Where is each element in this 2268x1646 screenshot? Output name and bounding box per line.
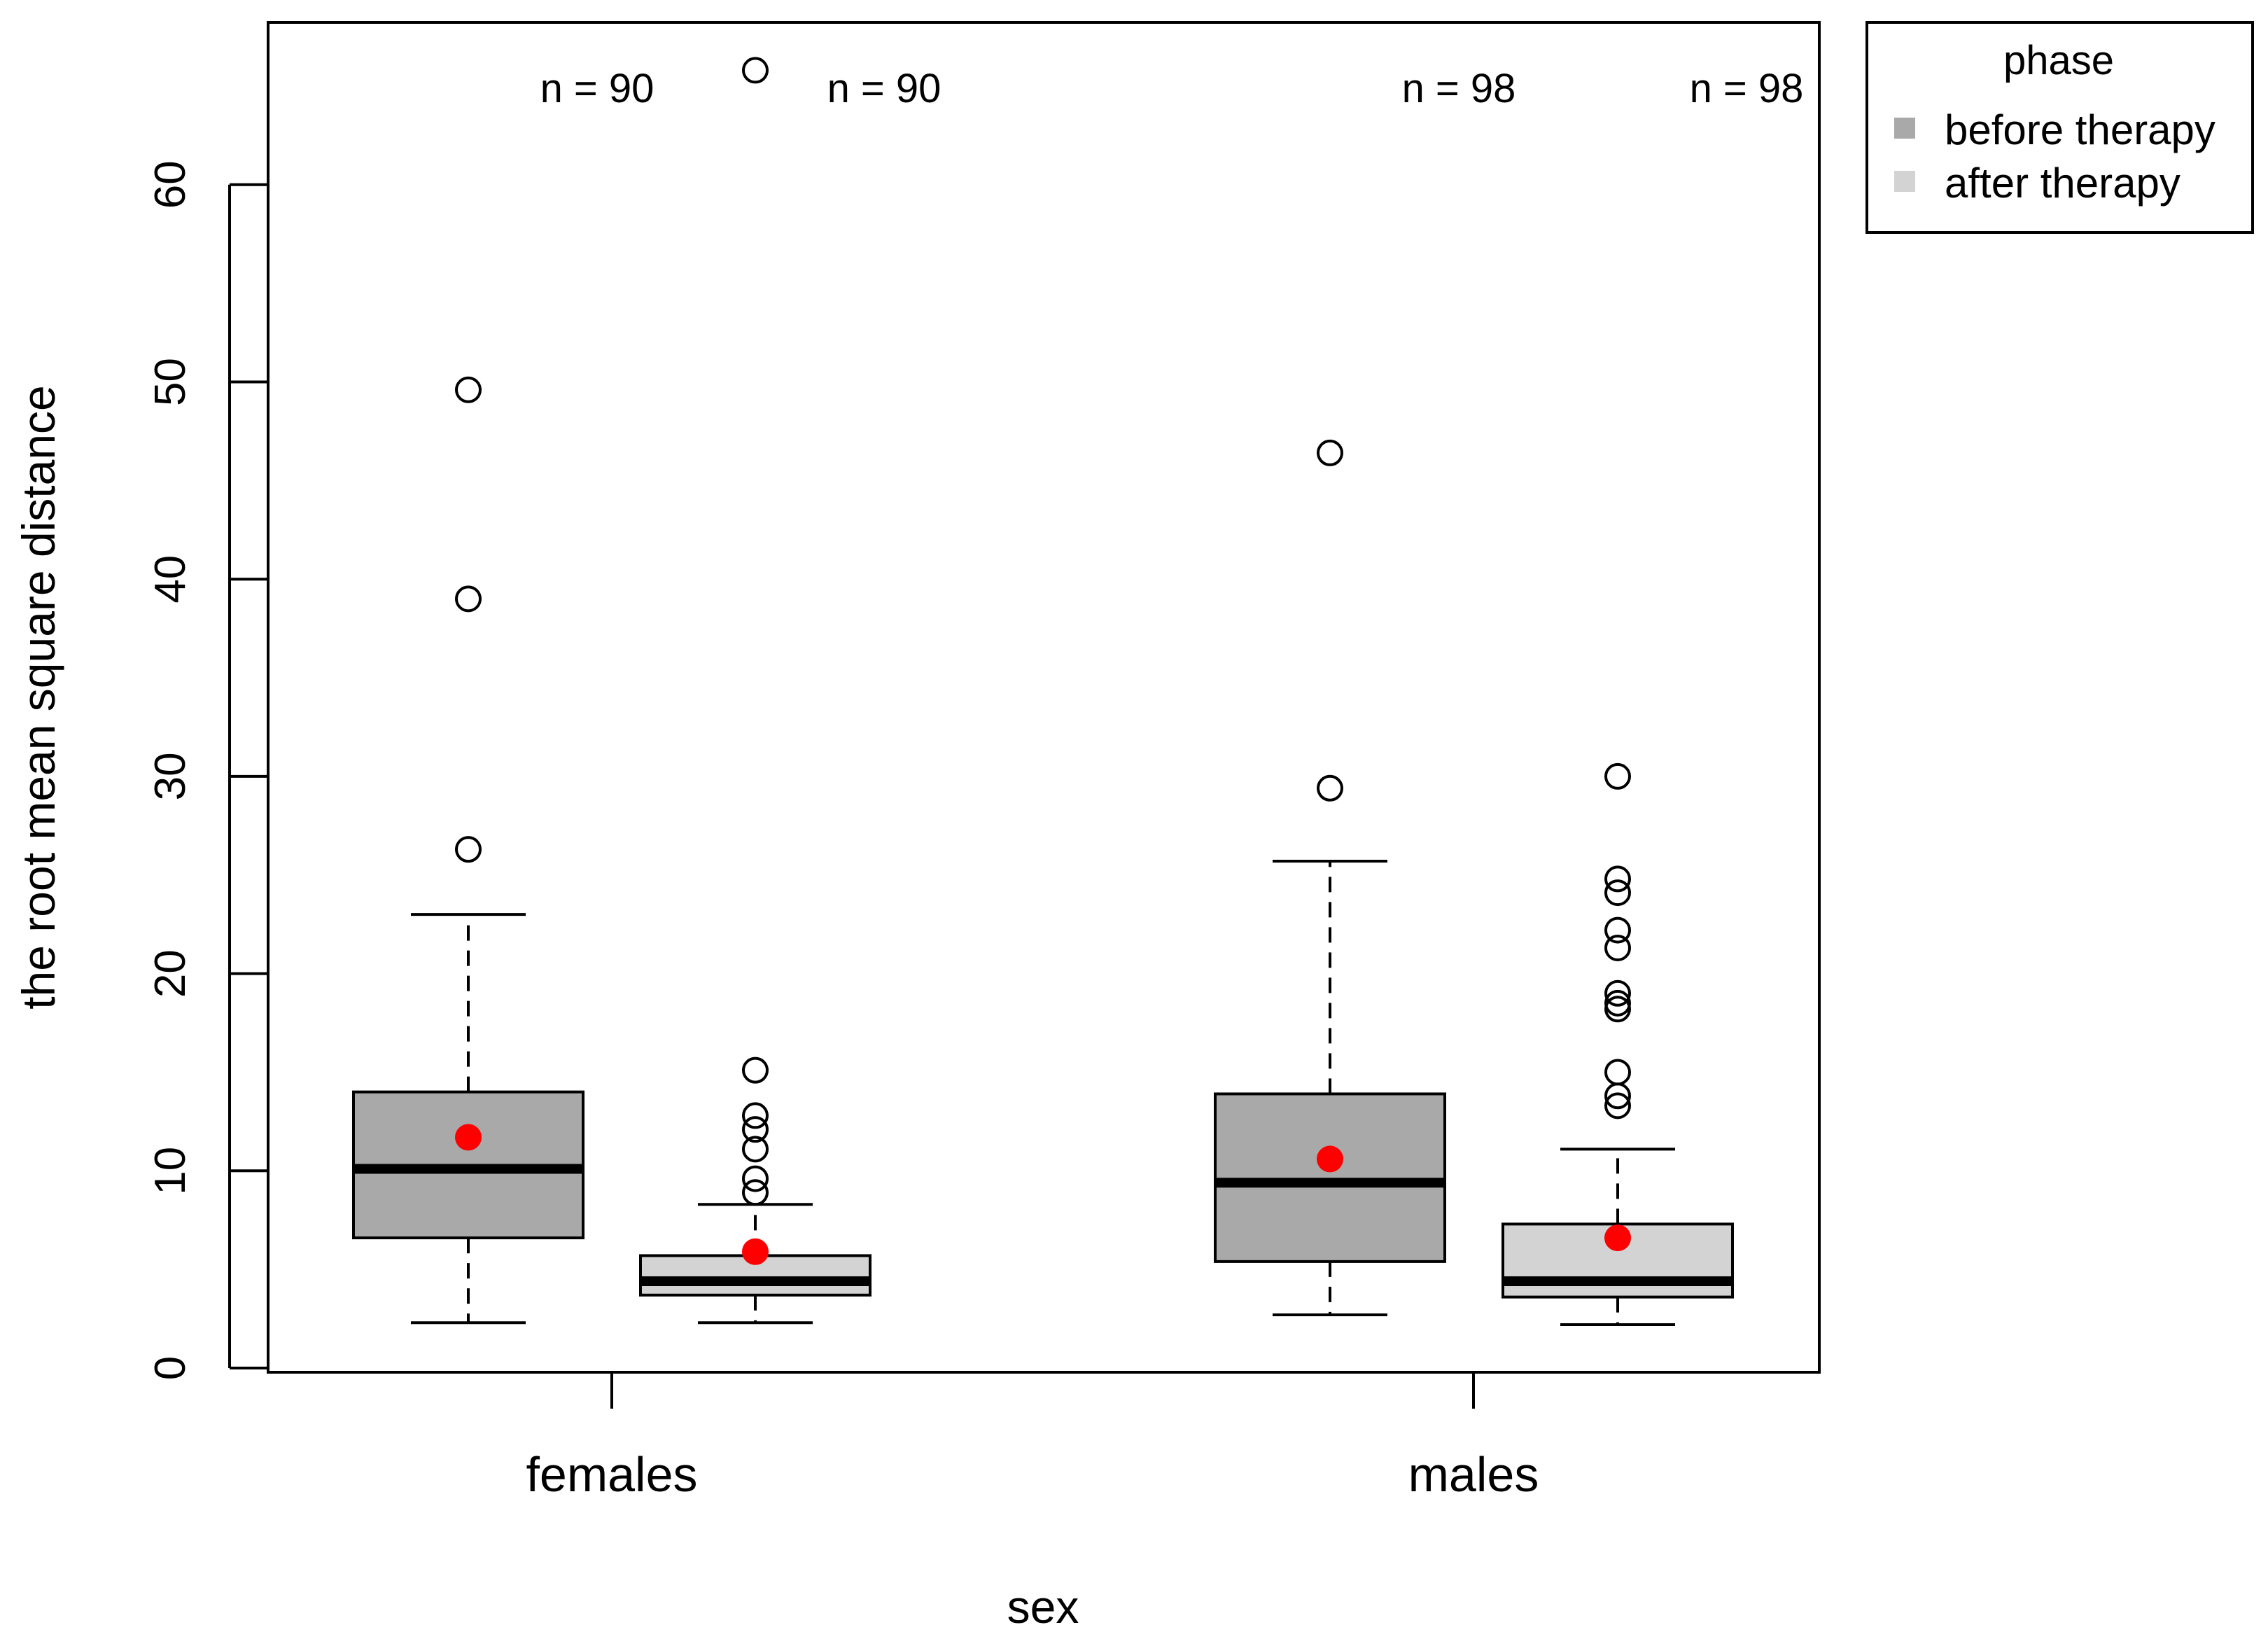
outlier-point <box>1604 979 1631 1007</box>
box-group-males-after <box>1502 762 1734 1327</box>
x-axis: females males <box>526 1372 1539 1502</box>
outlier-point <box>1604 1059 1631 1086</box>
outlier-point <box>455 585 482 613</box>
mean-point <box>1604 1225 1631 1252</box>
n-label: n = 98 <box>1690 66 1804 111</box>
outlier-point <box>1604 934 1631 961</box>
y-axis-title: the root mean square distance <box>13 385 64 1010</box>
iqr-box <box>1214 1092 1446 1263</box>
outlier-point <box>455 836 482 863</box>
outlier-point <box>1604 762 1631 790</box>
n-label: n = 98 <box>1402 66 1516 111</box>
y-axis: 0 10 20 30 40 50 60 <box>146 160 268 1380</box>
x-tick-label: males <box>1408 1447 1539 1502</box>
y-tick-label: 50 <box>146 358 195 406</box>
legend-label-after: after therapy <box>1945 160 2180 207</box>
outlier-point <box>1317 439 1343 466</box>
legend-swatch-after <box>1894 171 1915 192</box>
legend-title: phase <box>2003 38 2114 83</box>
outlier-point <box>1604 989 1631 1017</box>
n-label: n = 90 <box>540 66 654 111</box>
outlier-point <box>742 1056 769 1084</box>
plot-frame <box>267 21 1821 1374</box>
box-group-females-after <box>639 57 872 1325</box>
mean-point <box>455 1124 482 1151</box>
legend-swatch-before <box>1894 118 1915 139</box>
x-axis-title: sex <box>1007 1581 1079 1633</box>
mean-point <box>1317 1145 1343 1173</box>
outlier-point <box>455 376 482 403</box>
outlier-point <box>742 1102 769 1129</box>
box-group-males-before <box>1214 439 1446 1316</box>
outlier-point <box>742 1179 769 1206</box>
outlier-point <box>742 1116 769 1143</box>
outlier-point <box>1604 916 1631 944</box>
legend: phase before therapy after therapy <box>1865 21 2254 234</box>
y-tick-label: 20 <box>146 949 195 998</box>
legend-box <box>1865 21 2254 234</box>
y-tick-label: 30 <box>146 752 195 800</box>
y-tick-label: 10 <box>146 1147 195 1195</box>
box-group-females-before <box>352 376 584 1325</box>
n-label: n = 90 <box>827 66 941 111</box>
outlier-point <box>1604 865 1631 893</box>
mean-point <box>742 1238 769 1265</box>
y-tick-label: 0 <box>146 1356 195 1380</box>
sample-size-labels: n = 90 n = 90 n = 98 n = 98 <box>540 66 1804 111</box>
x-tick-label: females <box>526 1447 697 1502</box>
legend-label-before: before therapy <box>1945 106 2216 153</box>
boxes <box>352 57 1734 1327</box>
outlier-point <box>742 1136 769 1163</box>
outlier-point <box>742 57 769 84</box>
y-tick-label: 60 <box>146 160 195 209</box>
outlier-point <box>1604 1092 1631 1120</box>
outlier-point <box>1604 879 1631 907</box>
y-tick-label: 40 <box>146 555 195 604</box>
outlier-point <box>1317 774 1343 802</box>
outlier-point <box>742 1165 769 1192</box>
